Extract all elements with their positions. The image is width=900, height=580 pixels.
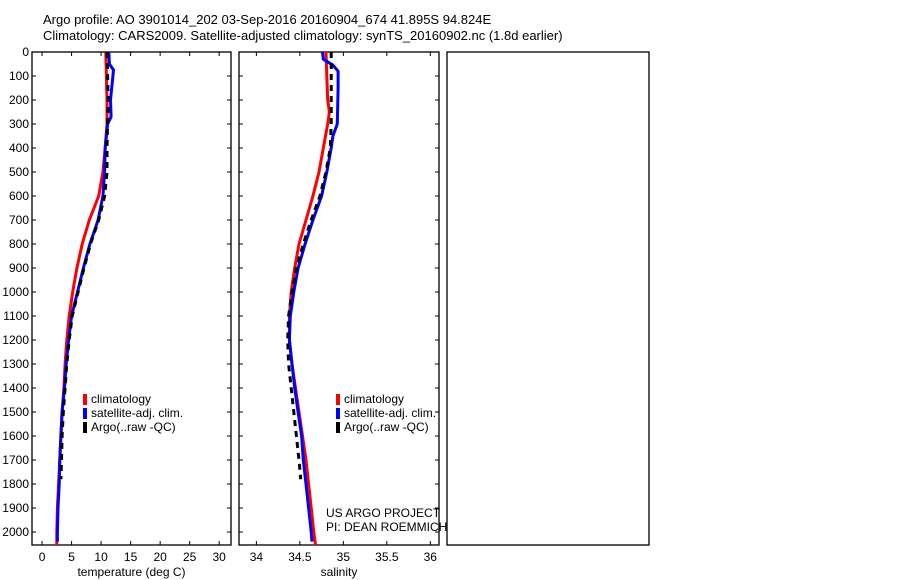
legend-label: Argo(..raw -QC) — [91, 420, 176, 434]
series-line-climatology — [287, 51, 331, 546]
pi-annotation: PI: DEAN ROEMMICH — [326, 520, 447, 534]
y-tick-label: 1900 — [2, 501, 29, 515]
y-tick-label: 1800 — [2, 477, 29, 491]
y-tick-label: 500 — [9, 165, 29, 179]
x-tick-label: 15 — [124, 550, 138, 564]
x-tick-label: 0 — [39, 550, 46, 564]
x-tick-label: 5 — [68, 550, 75, 564]
y-tick-label: 700 — [9, 213, 29, 227]
y-tick-label: 1200 — [2, 333, 29, 347]
y-tick-label: 0 — [22, 45, 29, 59]
series-line-argo — [59, 51, 110, 480]
y-tick-label: 400 — [9, 141, 29, 155]
series-line-argo — [286, 52, 333, 480]
y-tick-label: 1100 — [3, 309, 29, 323]
y-tick-label: 1600 — [2, 429, 29, 443]
y-tick-label: 300 — [9, 117, 29, 131]
series-line-climatology — [55, 51, 109, 545]
legend-swatch — [83, 394, 87, 405]
salinity-axes-frame — [238, 51, 440, 546]
y-tick-label: 1700 — [2, 453, 29, 467]
legend-swatch — [336, 422, 340, 433]
legend-label: climatology — [344, 392, 404, 406]
series-line-satellite — [287, 51, 340, 542]
series-line-satellite — [55, 51, 115, 542]
legend-swatch — [83, 422, 87, 433]
y-tick-label: 1300 — [2, 357, 29, 371]
x-tick-label: 35 — [337, 550, 351, 564]
y-tick-label: 200 — [9, 93, 29, 107]
legend-label: satellite-adj. clim. — [344, 406, 436, 420]
x-tick-label: 34.5 — [288, 550, 312, 564]
x-tick-label: 25 — [183, 550, 197, 564]
legend-swatch — [83, 408, 87, 419]
y-tick-label: 800 — [9, 237, 29, 251]
y-tick-label: 900 — [9, 261, 29, 275]
y-tick-label: 100 — [9, 69, 29, 83]
x-axis-label: temperature (deg C) — [77, 565, 185, 579]
legend-label: climatology — [91, 392, 151, 406]
figure-title-line-2: Climatology: CARS2009. Satellite-adjuste… — [43, 28, 563, 43]
difference-panel — [446, 51, 650, 546]
x-tick-label: 30 — [213, 550, 227, 564]
y-tick-label: 600 — [9, 189, 29, 203]
y-tick-label: 1400 — [2, 381, 29, 395]
x-tick-label: 35.5 — [375, 550, 399, 564]
salinity-panel: 34 34.5 35 35.5 36 salinity climatologysatelli… — [238, 51, 447, 579]
legend-swatch — [336, 408, 340, 419]
x-tick-label: 36 — [424, 550, 438, 564]
difference-axes-frame — [446, 51, 650, 546]
y-tick-label: 1500 — [2, 405, 29, 419]
figure-title-line-1: Argo profile: AO 3901014_202 03-Sep-2016… — [43, 12, 492, 27]
x-tick-label: 10 — [94, 550, 108, 564]
temperature-panel: 0100200300400500600700800900100011001200… — [2, 45, 232, 579]
y-tick-label: 2000 — [2, 525, 29, 539]
x-tick-label: 20 — [153, 550, 167, 564]
legend-label: satellite-adj. clim. — [91, 406, 183, 420]
x-tick-label: 34 — [250, 550, 264, 564]
legend-swatch — [336, 394, 340, 405]
y-tick-label: 1000 — [2, 285, 29, 299]
project-annotation: US ARGO PROJECT — [326, 506, 441, 520]
legend-label: Argo(..raw -QC) — [344, 420, 429, 434]
x-axis-label: salinity — [321, 565, 358, 579]
temperature-axes-frame — [31, 51, 232, 546]
